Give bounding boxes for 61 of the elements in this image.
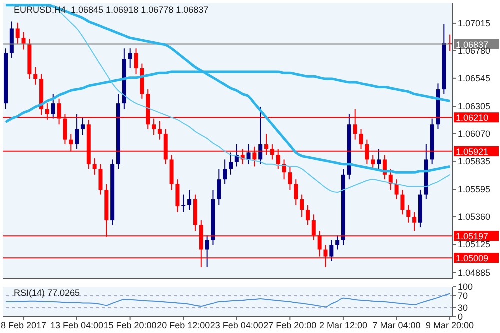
ref-line-label: 1.05197 <box>456 232 489 242</box>
candlestick <box>51 94 56 120</box>
candlestick <box>388 168 393 191</box>
x-tick-label: 13 Feb 04:00 <box>50 320 104 330</box>
chart-title: RSI(14) 77.0265 <box>14 288 80 298</box>
y-tick-label: 0 <box>458 312 464 322</box>
y-tick-label: 100 <box>458 282 474 292</box>
y-tick-label: 1.05835 <box>458 156 491 167</box>
candlestick <box>306 204 310 226</box>
y-tick-label: 1.04885 <box>458 268 491 278</box>
candlestick <box>128 48 132 69</box>
x-tick-label: 20 Feb 12:00 <box>157 320 210 330</box>
candlestick <box>300 194 304 218</box>
candlestick <box>134 48 138 75</box>
x-tick-label: 9 Mar 20:00 <box>426 320 474 330</box>
candlestick <box>336 235 340 250</box>
y-tick-label: 1.07015 <box>458 18 491 29</box>
candlestick <box>80 117 85 136</box>
y-tick-label: 1.05595 <box>458 184 491 195</box>
candlestick <box>205 235 210 268</box>
candlestick <box>98 164 103 196</box>
candlestick <box>359 128 364 150</box>
y-tick-label: 1.05125 <box>458 240 491 250</box>
candlestick <box>229 152 233 176</box>
candlestick <box>92 158 97 176</box>
x-tick-label: 15 Feb 20:00 <box>104 320 157 330</box>
candlestick <box>288 166 292 191</box>
y-tick-label: 1.06070 <box>458 129 491 140</box>
ref-line-label: 1.05009 <box>456 254 489 264</box>
ref-line-label: 1.05921 <box>456 146 489 157</box>
x-tick-label: 8 Feb 2017 <box>0 320 46 330</box>
ref-line-label: 1.06210 <box>456 113 489 124</box>
candlestick <box>406 204 411 224</box>
candlestick <box>294 179 298 206</box>
candlestick <box>258 106 263 165</box>
x-tick-label: 27 Feb 20:00 <box>264 320 317 330</box>
candlestick <box>217 168 222 206</box>
y-tick-label: 1.05360 <box>458 212 491 222</box>
candlestick <box>188 190 192 210</box>
y-tick-label: 30 <box>458 303 468 314</box>
line-series <box>4 4 452 174</box>
x-tick-label: 23 Feb 04:00 <box>210 320 264 330</box>
candlestick <box>246 144 251 165</box>
candlestick <box>16 22 20 44</box>
y-tick-label: 70 <box>458 291 468 302</box>
candlestick <box>377 148 382 170</box>
x-tick-label: 7 Mar 04:00 <box>372 320 421 330</box>
candlestick <box>394 179 399 200</box>
y-tick-label: 1.06545 <box>458 74 491 84</box>
y-tick-label: 1.06305 <box>458 102 491 112</box>
candlestick <box>22 32 26 50</box>
candlestick <box>412 212 417 232</box>
candlestick <box>75 114 80 150</box>
candlestick <box>330 240 334 262</box>
candlestick <box>400 190 405 216</box>
candlestick <box>158 120 162 140</box>
candlestick <box>176 179 180 213</box>
candlestick <box>371 154 376 170</box>
x-tick-label: 2 Mar 12:00 <box>319 320 368 330</box>
candlestick <box>34 66 38 86</box>
candlestick <box>223 159 228 185</box>
